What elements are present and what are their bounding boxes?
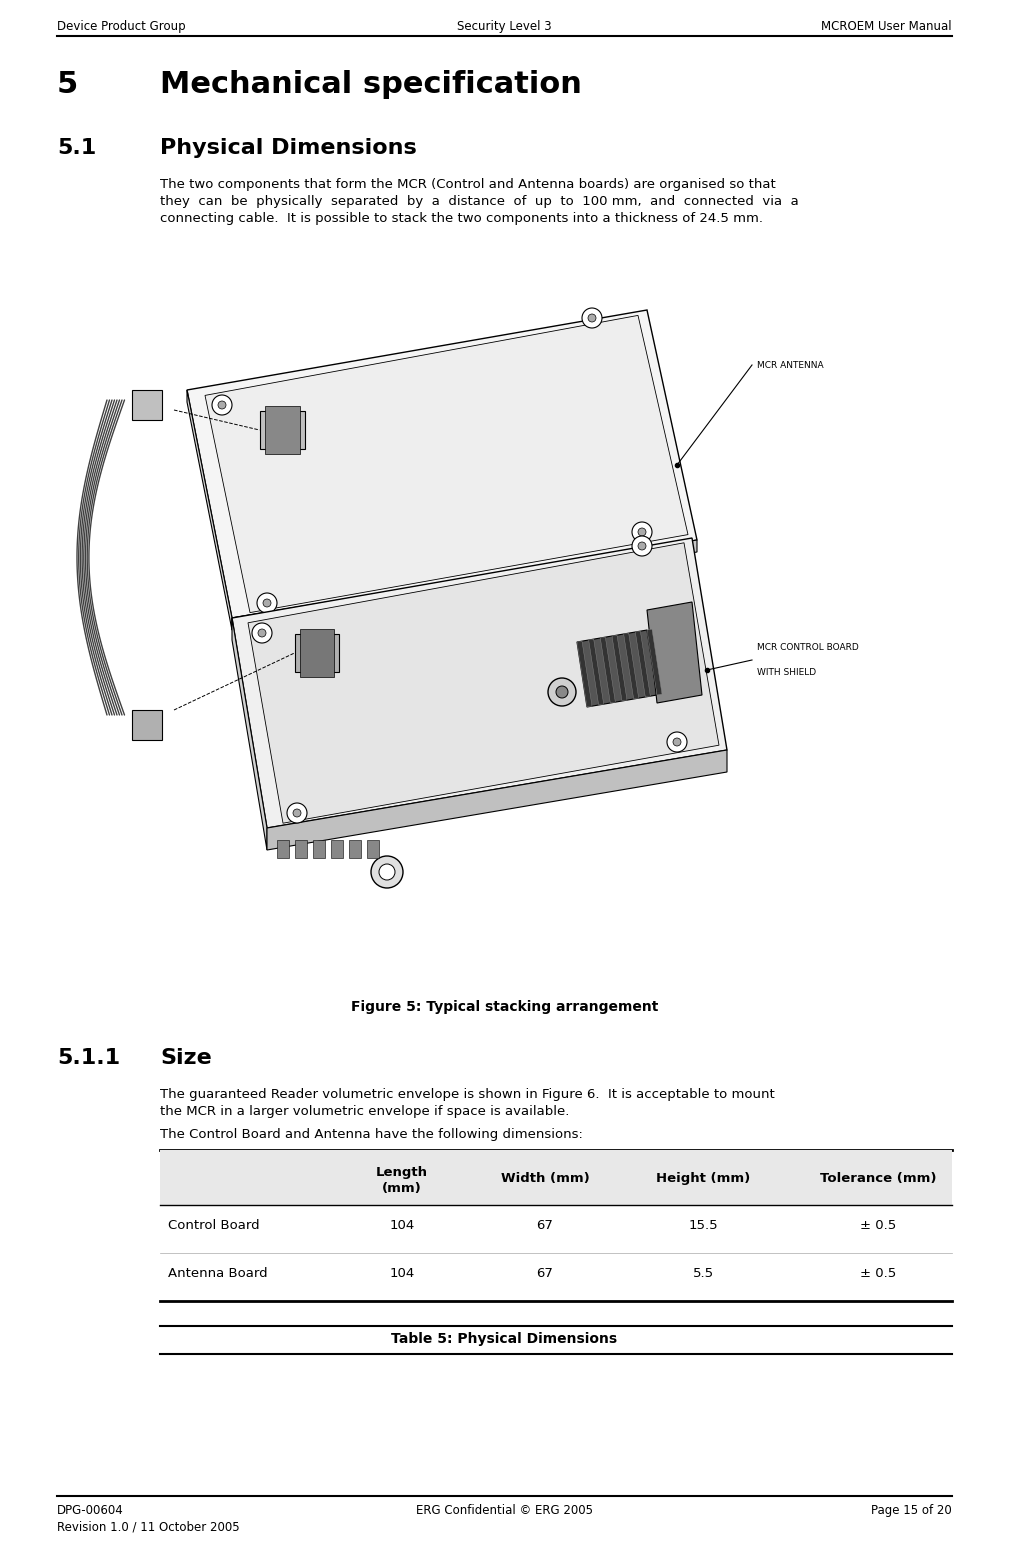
Circle shape bbox=[257, 593, 277, 613]
Text: 67: 67 bbox=[537, 1267, 554, 1279]
Bar bbox=[367, 840, 379, 858]
Polygon shape bbox=[232, 618, 267, 851]
Circle shape bbox=[632, 522, 652, 542]
Circle shape bbox=[252, 623, 272, 643]
Circle shape bbox=[632, 536, 652, 556]
Text: Control Board: Control Board bbox=[169, 1219, 259, 1231]
Text: 15.5: 15.5 bbox=[688, 1219, 717, 1231]
Text: ± 0.5: ± 0.5 bbox=[860, 1267, 896, 1279]
Circle shape bbox=[212, 394, 232, 415]
Text: the MCR in a larger volumetric envelope if space is available.: the MCR in a larger volumetric envelope … bbox=[160, 1105, 569, 1119]
Text: Height (mm): Height (mm) bbox=[656, 1173, 750, 1185]
Text: ± 0.5: ± 0.5 bbox=[860, 1219, 896, 1231]
Polygon shape bbox=[205, 316, 688, 613]
Text: MCR ANTENNA: MCR ANTENNA bbox=[757, 361, 823, 370]
Polygon shape bbox=[187, 390, 232, 630]
Text: ERG Confidential © ERG 2005: ERG Confidential © ERG 2005 bbox=[416, 1504, 593, 1516]
Text: Device Product Group: Device Product Group bbox=[57, 20, 186, 32]
Text: The two components that form the MCR (Control and Antenna boards) are organised : The two components that form the MCR (Co… bbox=[160, 179, 776, 191]
Circle shape bbox=[218, 401, 226, 408]
Text: (mm): (mm) bbox=[382, 1182, 422, 1194]
Polygon shape bbox=[267, 750, 727, 851]
Circle shape bbox=[638, 542, 646, 550]
Circle shape bbox=[379, 865, 395, 880]
Text: they  can  be  physically  separated  by  a  distance  of  up  to  100 mm,  and : they can be physically separated by a di… bbox=[160, 196, 799, 208]
Bar bbox=[349, 840, 361, 858]
Text: Mechanical specification: Mechanical specification bbox=[160, 69, 582, 99]
Circle shape bbox=[638, 529, 646, 536]
Polygon shape bbox=[588, 640, 603, 704]
Text: connecting cable.  It is possible to stack the two components into a thickness o: connecting cable. It is possible to stac… bbox=[160, 213, 763, 225]
Circle shape bbox=[582, 308, 602, 328]
Bar bbox=[132, 390, 162, 421]
Circle shape bbox=[258, 629, 266, 636]
Text: Antenna Board: Antenna Board bbox=[169, 1267, 267, 1279]
Circle shape bbox=[293, 809, 301, 817]
Polygon shape bbox=[232, 538, 727, 828]
Polygon shape bbox=[647, 603, 702, 703]
Polygon shape bbox=[259, 411, 305, 448]
Text: Tolerance (mm): Tolerance (mm) bbox=[819, 1173, 936, 1185]
Circle shape bbox=[667, 732, 687, 752]
Polygon shape bbox=[636, 632, 651, 697]
Text: 104: 104 bbox=[389, 1219, 415, 1231]
Text: WITH SHIELD: WITH SHIELD bbox=[757, 667, 816, 676]
Bar bbox=[132, 710, 162, 740]
Text: MCR CONTROL BOARD: MCR CONTROL BOARD bbox=[757, 643, 859, 652]
Circle shape bbox=[287, 803, 307, 823]
Bar bbox=[313, 840, 325, 858]
Text: Physical Dimensions: Physical Dimensions bbox=[160, 139, 417, 159]
Text: The guaranteed Reader volumetric envelope is shown in Figure 6.  It is acceptabl: The guaranteed Reader volumetric envelop… bbox=[160, 1088, 775, 1100]
Circle shape bbox=[548, 678, 576, 706]
Text: DPG-00604: DPG-00604 bbox=[57, 1504, 124, 1516]
Text: 5.1: 5.1 bbox=[57, 139, 96, 159]
Text: The Control Board and Antenna have the following dimensions:: The Control Board and Antenna have the f… bbox=[160, 1128, 583, 1140]
Text: Size: Size bbox=[160, 1048, 212, 1068]
Polygon shape bbox=[295, 633, 339, 672]
Polygon shape bbox=[232, 539, 697, 630]
Text: Width (mm): Width (mm) bbox=[500, 1173, 589, 1185]
Text: 67: 67 bbox=[537, 1219, 554, 1231]
Polygon shape bbox=[612, 635, 627, 701]
Text: Security Level 3: Security Level 3 bbox=[457, 20, 552, 32]
Text: 5: 5 bbox=[57, 69, 79, 99]
Polygon shape bbox=[187, 310, 697, 618]
Circle shape bbox=[673, 738, 681, 746]
Text: 5.1.1: 5.1.1 bbox=[57, 1048, 120, 1068]
Polygon shape bbox=[248, 542, 719, 823]
Text: Revision 1.0 / 11 October 2005: Revision 1.0 / 11 October 2005 bbox=[57, 1519, 239, 1533]
Text: Table 5: Physical Dimensions: Table 5: Physical Dimensions bbox=[391, 1331, 618, 1345]
Circle shape bbox=[371, 855, 403, 888]
Text: 5.5: 5.5 bbox=[692, 1267, 713, 1279]
Circle shape bbox=[588, 314, 596, 322]
Polygon shape bbox=[264, 405, 300, 455]
Bar bbox=[160, 1150, 952, 1205]
Text: Figure 5: Typical stacking arrangement: Figure 5: Typical stacking arrangement bbox=[351, 1000, 658, 1014]
Text: Page 15 of 20: Page 15 of 20 bbox=[871, 1504, 952, 1516]
Circle shape bbox=[556, 686, 568, 698]
Polygon shape bbox=[300, 629, 335, 676]
Polygon shape bbox=[577, 630, 657, 707]
Circle shape bbox=[263, 599, 271, 607]
Polygon shape bbox=[624, 633, 639, 700]
Polygon shape bbox=[577, 641, 592, 707]
Polygon shape bbox=[647, 629, 662, 695]
Text: 104: 104 bbox=[389, 1267, 415, 1279]
Bar bbox=[295, 840, 307, 858]
Text: MCROEM User Manual: MCROEM User Manual bbox=[821, 20, 952, 32]
Bar bbox=[277, 840, 289, 858]
Text: Length: Length bbox=[376, 1167, 428, 1179]
Bar bbox=[331, 840, 343, 858]
Polygon shape bbox=[600, 636, 615, 703]
